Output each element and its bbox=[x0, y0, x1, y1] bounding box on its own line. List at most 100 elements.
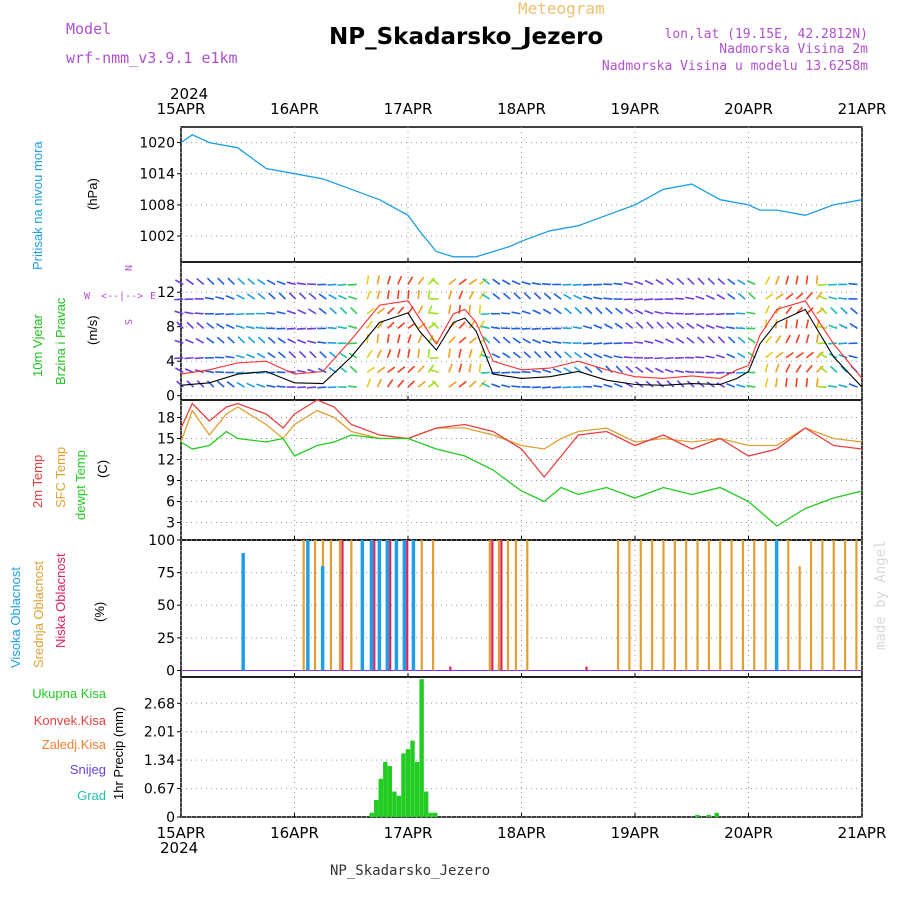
wind-arrow bbox=[175, 367, 184, 374]
wind-arrow bbox=[697, 336, 705, 344]
wind-arrow bbox=[329, 307, 338, 315]
wind-arrow bbox=[838, 353, 848, 359]
wind-arrow bbox=[705, 294, 715, 300]
wind-arrow bbox=[204, 297, 215, 300]
t2m-line bbox=[180, 399, 863, 479]
wind-arrow bbox=[533, 350, 542, 359]
wind-arrow bbox=[480, 325, 490, 330]
wind-arrow bbox=[287, 338, 296, 344]
wind-arrow bbox=[338, 351, 348, 359]
wind-arrow bbox=[746, 384, 756, 388]
wind-arrow bbox=[830, 306, 838, 315]
wind-arrow bbox=[849, 322, 858, 330]
wind-arrow bbox=[805, 275, 809, 285]
wind-arrow bbox=[478, 349, 484, 359]
cloud-mid-bar bbox=[821, 540, 824, 671]
wind-arrow bbox=[666, 380, 675, 388]
wind-arrow bbox=[478, 304, 482, 314]
cloud-mid-bar bbox=[526, 540, 529, 671]
wind-arrow bbox=[582, 325, 593, 330]
legend-precip-freezing: Zaledj.Kisa bbox=[42, 737, 107, 752]
wind-arrow bbox=[245, 325, 255, 330]
wind-arrow bbox=[805, 319, 810, 329]
cloud-mid-bar bbox=[662, 540, 665, 671]
wind-arrow bbox=[417, 305, 424, 315]
x-bottom-label: 18APR bbox=[497, 824, 546, 842]
cloud-high-bar bbox=[360, 540, 365, 671]
wind-arrow bbox=[387, 307, 395, 315]
wind-arrow bbox=[541, 386, 552, 389]
x-top-label: 20APR bbox=[724, 100, 773, 118]
wind-arrow bbox=[246, 293, 256, 300]
wind-arrow bbox=[366, 320, 373, 329]
wind-arrow bbox=[764, 378, 769, 388]
wind-arrow bbox=[481, 293, 491, 300]
year-bottom: 2024 bbox=[160, 839, 198, 857]
wind-arrow bbox=[175, 279, 184, 286]
precip-total-bar bbox=[374, 800, 379, 817]
wind-arrow bbox=[427, 290, 431, 300]
cloud-low-bar bbox=[585, 666, 588, 671]
wind-arrow bbox=[696, 323, 705, 330]
wind-arrow bbox=[747, 337, 756, 344]
wind-arrow bbox=[840, 365, 848, 373]
wind-arrow bbox=[196, 277, 205, 286]
wind-arrow bbox=[674, 297, 684, 300]
cloud-ytick-label: 75 bbox=[157, 566, 175, 582]
wind-arrow bbox=[785, 334, 791, 344]
wind-arrow bbox=[838, 384, 848, 388]
wind-arrow bbox=[562, 327, 572, 330]
wind-arrow bbox=[584, 365, 593, 374]
wind-arrow bbox=[573, 366, 583, 374]
wind-arrow bbox=[775, 293, 784, 300]
wind-arrow bbox=[407, 380, 416, 388]
pressure-ytick-label: 1020 bbox=[139, 136, 175, 152]
wind-arrow bbox=[478, 291, 486, 300]
wind-arrow bbox=[805, 364, 813, 373]
wind-arrow bbox=[206, 337, 215, 344]
wind-arrow bbox=[736, 371, 746, 374]
legend-cloud-mid: Srednja Oblacnost bbox=[31, 561, 46, 668]
wind-arrow bbox=[686, 336, 695, 344]
precip-ytick-label: 2.68 bbox=[144, 696, 175, 712]
wind-arrow bbox=[513, 292, 521, 300]
model-elevation-label: Nadmorska Visina u modelu 13.6258m bbox=[602, 59, 868, 74]
wind-arrow bbox=[468, 278, 478, 286]
wind-arrow bbox=[186, 380, 195, 388]
legend-precip-total: Ukupna Kisa bbox=[32, 686, 106, 701]
wind-arrow bbox=[624, 308, 634, 315]
wind-arrow bbox=[407, 276, 414, 285]
wind-arrow bbox=[458, 380, 467, 388]
cloud-mid-bar bbox=[514, 540, 518, 671]
wind-arrow bbox=[827, 385, 838, 388]
wind-arrow bbox=[705, 312, 715, 316]
wind-arrow bbox=[584, 306, 593, 315]
wind-arrow bbox=[407, 290, 410, 300]
wind-arrow bbox=[664, 311, 674, 315]
wind-arrow bbox=[727, 336, 736, 344]
watermark: made by Angel bbox=[873, 540, 889, 650]
precip-total-bar bbox=[369, 812, 374, 817]
wind-arrow bbox=[815, 275, 819, 285]
precip-total-bar bbox=[396, 795, 402, 817]
precip-total-bar bbox=[410, 740, 415, 817]
cloud-mid-bar bbox=[628, 540, 631, 671]
wind-arrow bbox=[625, 365, 634, 373]
model-value: wrf-nmm_v3.9.1 e1km bbox=[66, 49, 238, 67]
x-bottom-label: 15APR bbox=[157, 824, 206, 842]
wind-arrow bbox=[376, 307, 385, 315]
wind-arrow bbox=[206, 380, 215, 388]
wind-arrow bbox=[429, 312, 439, 315]
cloud-mid-bar bbox=[798, 566, 801, 671]
wind-arrow bbox=[397, 306, 405, 315]
wind-arrow bbox=[255, 326, 266, 330]
wind-arrow bbox=[226, 381, 235, 388]
wind-arrow bbox=[815, 334, 819, 344]
x-axis: 15APR 16APR 17APR 18APR 19APR 20APR 21APR 15APR… bbox=[157, 100, 887, 842]
wind-arrow bbox=[685, 370, 695, 374]
wind-ytick-label: 4 bbox=[166, 354, 175, 370]
wind-arrow bbox=[633, 298, 644, 301]
wind-arrow bbox=[818, 352, 828, 359]
x-bottom-label: 20APR bbox=[724, 824, 773, 842]
wind-arrow bbox=[376, 290, 381, 300]
